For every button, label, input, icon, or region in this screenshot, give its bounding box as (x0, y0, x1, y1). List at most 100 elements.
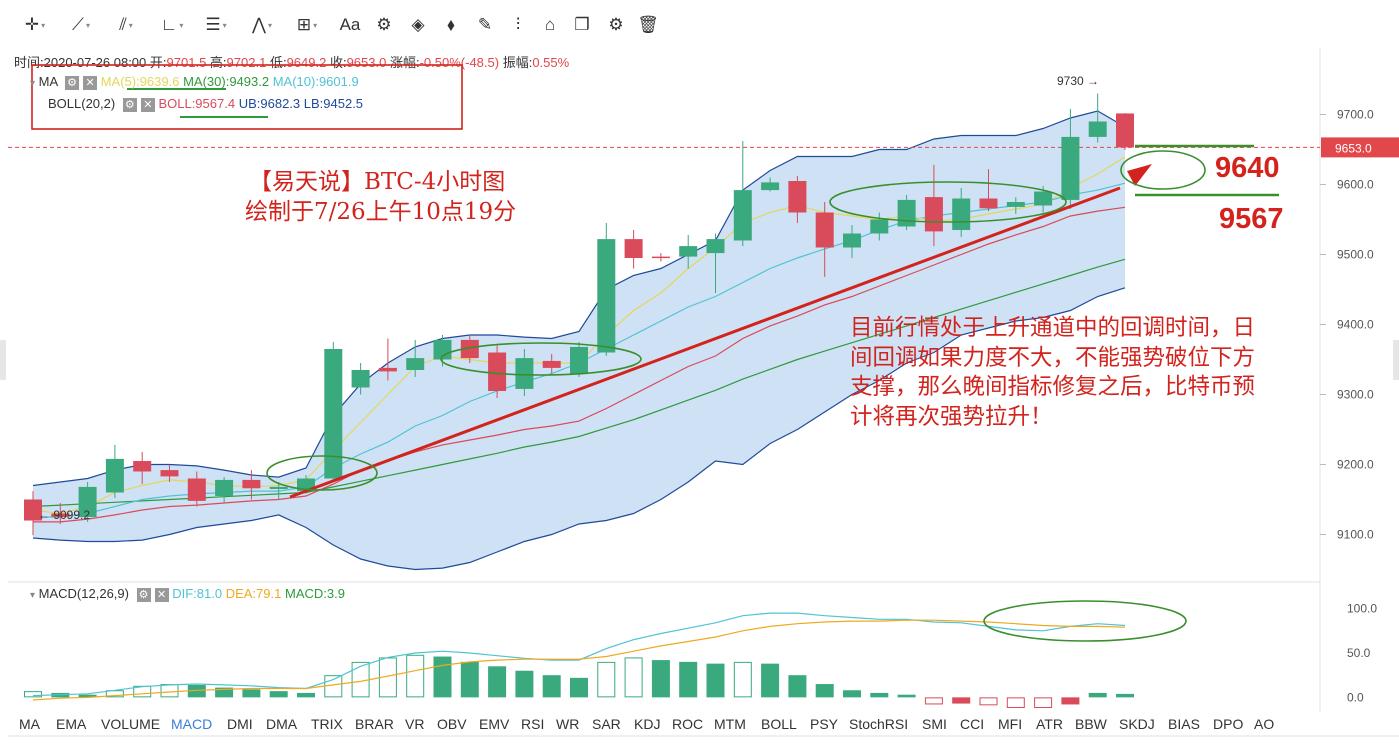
macd-bar (1116, 693, 1134, 698)
macd-settings-icon[interactable]: ⚙ (136, 587, 151, 602)
tab-wr[interactable]: WR (556, 716, 580, 732)
tab-atr[interactable]: ATR (1036, 716, 1063, 732)
ruler-icon[interactable]: ⬧ (447, 15, 455, 34)
left-panel-handle[interactable] (0, 340, 6, 380)
tab-dmi[interactable]: DMI (227, 716, 253, 732)
macd-bar (488, 666, 507, 698)
tab-dma[interactable]: DMA (266, 716, 298, 732)
dropdown-caret-icon[interactable]: ▾ (85, 20, 90, 30)
tab-dpo[interactable]: DPO (1213, 716, 1244, 732)
tab-bias[interactable]: BIAS (1168, 716, 1200, 732)
pattern-icon[interactable]: ⚙ (376, 15, 392, 34)
candle-body (133, 461, 152, 472)
macd-bar (651, 660, 670, 698)
tab-emv[interactable]: EMV (479, 716, 510, 732)
horizontal-lines-icon[interactable]: ☰ ▾ (205, 15, 227, 34)
tab-brar[interactable]: BRAR (355, 716, 394, 732)
tab-smi[interactable]: SMI (922, 716, 947, 732)
brush-icon[interactable]: ✎ (477, 15, 493, 34)
lock-icon[interactable]: ⌂ (544, 15, 556, 34)
macd-bar (706, 663, 725, 698)
tab-stochrsi[interactable]: StochRSI (849, 716, 909, 732)
tab-psy[interactable]: PSY (810, 716, 839, 732)
tab-rsi[interactable]: RSI (521, 716, 545, 732)
macd-bar (460, 661, 479, 698)
macd-bar (843, 690, 861, 698)
candle-body (897, 199, 916, 227)
macd-bar (952, 697, 971, 704)
pattern-ellipse (266, 455, 378, 491)
boll-mid-line (33, 206, 1126, 523)
boll-settings-icon[interactable]: ⚙ (122, 97, 137, 112)
boll-close-icon[interactable]: ✕ (140, 97, 155, 112)
wave-pattern-icon[interactable]: ⋀ ▾ (252, 15, 272, 34)
tab-sar[interactable]: SAR (592, 716, 621, 732)
tab-cci[interactable]: CCI (960, 716, 985, 732)
price-tick-label: 9100.0 (1337, 528, 1374, 542)
macd-bar (406, 654, 425, 698)
tab-ema[interactable]: EMA (56, 716, 87, 732)
settings-icon[interactable]: ⚙ (608, 15, 624, 34)
macd-close-icon[interactable]: ✕ (154, 587, 169, 602)
angle-tool-icon[interactable]: ∟ ▾ (160, 15, 184, 34)
dropdown-caret-icon[interactable]: ▾ (41, 20, 46, 30)
candle-body (460, 339, 479, 359)
eraser-icon[interactable]: ◈ (411, 15, 425, 34)
ma-close-icon[interactable]: ✕ (83, 75, 98, 90)
dropdown-caret-icon[interactable]: ▾ (179, 20, 184, 30)
candle-body (51, 513, 70, 517)
candle-body (706, 239, 725, 254)
right-panel-handle[interactable] (1393, 340, 1399, 380)
candle-body (269, 486, 288, 489)
macd-bar (1034, 697, 1053, 709)
measure-box-icon[interactable]: ⊞ ▾ (296, 15, 318, 34)
copy-icon[interactable]: ❐ (574, 15, 590, 34)
trash-icon[interactable]: 🗑 (637, 15, 659, 34)
tab-ao[interactable]: AO (1254, 716, 1275, 732)
dropdown-caret-icon[interactable]: ▾ (267, 20, 272, 30)
macd-tick-label: 50.0 (1347, 646, 1371, 660)
ma30-line (32, 258, 1126, 508)
macd-bar (870, 692, 889, 698)
candle-body (105, 458, 124, 493)
tab-roc[interactable]: ROC (672, 716, 704, 732)
candles-icon[interactable]: ⫶ (515, 15, 521, 34)
crosshair-icon[interactable]: ✛ ▾ (24, 15, 46, 34)
tab-volume[interactable]: VOLUME (101, 716, 161, 732)
collapse-icon[interactable]: ▾ (30, 78, 36, 89)
macd-collapse-icon[interactable]: ▾ (30, 590, 36, 601)
tab-mfi[interactable]: MFI (998, 716, 1023, 732)
tab-ma[interactable]: MA (19, 716, 40, 732)
close-label: 收: (329, 55, 347, 70)
tab-kdj[interactable]: KDJ (634, 716, 661, 732)
dif-legend: DIF:81.0 (172, 586, 223, 601)
dropdown-caret-icon[interactable]: ▾ (128, 20, 133, 30)
trend-line-icon[interactable]: ⟋ ▾ (72, 15, 90, 34)
tab-obv[interactable]: OBV (437, 716, 467, 732)
annotation-line-3: 支撑，那么晚间指标修复之后，比特币预 (850, 374, 1256, 400)
dropdown-caret-icon[interactable]: ▾ (222, 20, 227, 30)
ma10-legend: MA(10):9601.9 (272, 74, 359, 89)
tab-trix[interactable]: TRIX (311, 716, 343, 732)
ma-legend: ▾ MA ⚙ ✕ MA(5):9639.6 MA(30):9493.2 MA(10… (30, 74, 359, 90)
candle-body (924, 197, 943, 232)
parallel-channel-icon[interactable]: ⫽ ▾ (119, 15, 133, 34)
candle-body (870, 219, 889, 234)
ma-settings-icon[interactable]: ⚙ (65, 75, 80, 90)
low-label: 低: (269, 55, 287, 70)
tab-skdj[interactable]: SKDJ (1119, 716, 1155, 732)
tab-boll[interactable]: BOLL (761, 716, 797, 732)
tab-mtm[interactable]: MTM (714, 716, 746, 732)
macd-bar (761, 663, 780, 698)
tab-bbw[interactable]: BBW (1075, 716, 1107, 732)
macd-bar (1088, 692, 1107, 698)
text-tool-icon[interactable]: Aa (339, 15, 361, 34)
candle-body (351, 370, 370, 388)
annotation-line-1: 目前行情处于上升通道中的回调时间，日 (850, 315, 1256, 341)
tab-macd[interactable]: MACD (171, 716, 213, 732)
candle-body (242, 479, 261, 489)
macd-bar (269, 691, 288, 698)
dropdown-caret-icon[interactable]: ▾ (313, 20, 318, 30)
tab-vr[interactable]: VR (405, 716, 425, 732)
